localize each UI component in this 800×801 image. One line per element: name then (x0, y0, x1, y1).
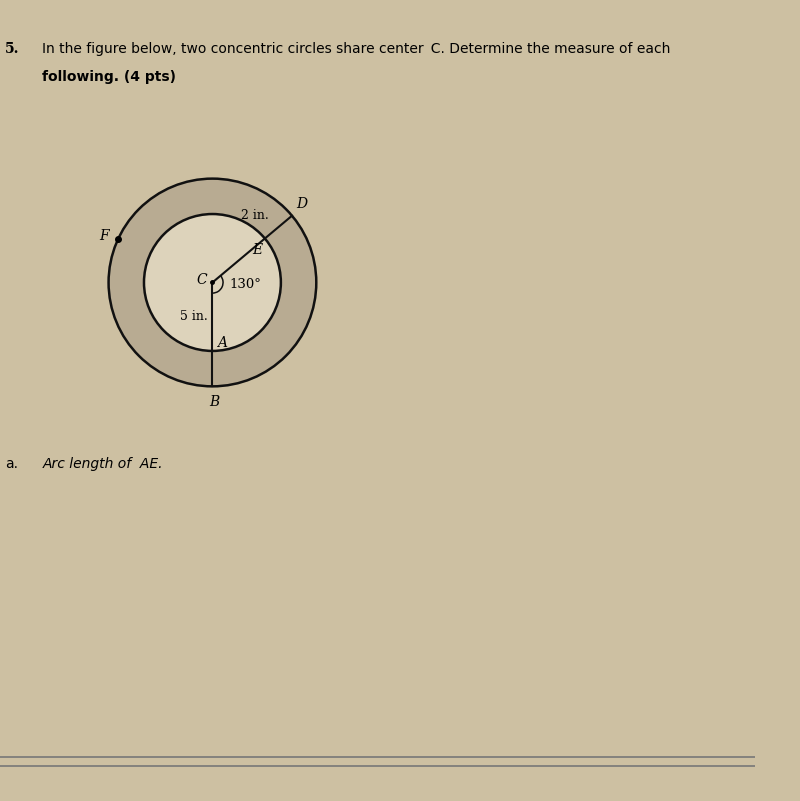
Text: A: A (217, 336, 227, 349)
Text: B: B (210, 395, 220, 409)
Text: 130°: 130° (229, 278, 261, 292)
Text: Arc length of  AE.: Arc length of AE. (42, 457, 163, 471)
Circle shape (109, 179, 316, 386)
Text: a.: a. (5, 457, 18, 471)
Text: 5 in.: 5 in. (180, 310, 208, 324)
Text: 2 in.: 2 in. (241, 209, 268, 223)
Text: E: E (252, 244, 262, 257)
Text: C: C (196, 273, 206, 287)
Text: D: D (297, 197, 308, 211)
Text: In the figure below, two concentric circles share center  C. Determine the measu: In the figure below, two concentric circ… (42, 42, 671, 56)
Text: 5.: 5. (5, 42, 19, 56)
Text: following. (4 pts): following. (4 pts) (42, 70, 177, 84)
Text: F: F (99, 229, 109, 244)
Circle shape (144, 214, 281, 351)
